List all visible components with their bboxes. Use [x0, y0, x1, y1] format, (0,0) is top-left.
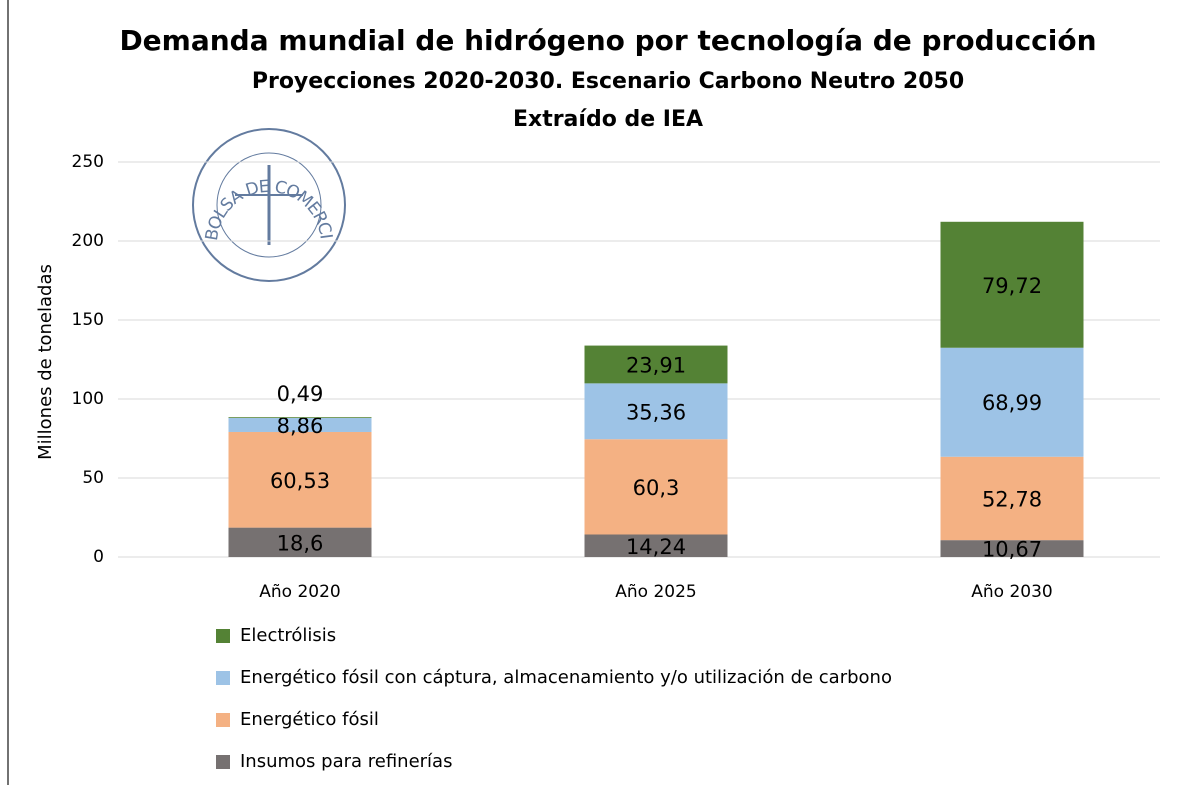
data-label: 35,36 [626, 400, 686, 424]
legend-swatch [216, 713, 230, 727]
bar-segment [228, 417, 372, 432]
legend-label: Energético fósil con cáptura, almacenami… [240, 667, 892, 688]
y-axis-title: Millones de toneladas [35, 264, 56, 460]
seal-inner [216, 152, 322, 258]
bar-segment [228, 527, 372, 557]
bar-segment [584, 383, 728, 440]
legend-label: Insumos para refinerías [240, 751, 452, 772]
chart-title: Demanda mundial de hidrógeno por tecnolo… [119, 24, 1096, 57]
chart-subtitle: Proyecciones 2020-2030. Escenario Carbon… [252, 69, 964, 94]
bar-segment [584, 534, 728, 557]
bar-segment [940, 456, 1084, 541]
bar-segment [584, 345, 728, 384]
data-label: 10,67 [982, 538, 1042, 562]
x-tick-label: Año 2020 [259, 582, 340, 602]
seal-ring [192, 128, 346, 282]
y-tick-label: 100 [72, 389, 104, 409]
data-label: 0,49 [277, 382, 324, 406]
bar-segment [228, 417, 372, 418]
bar-segment [940, 347, 1084, 457]
legend-swatch [216, 755, 230, 769]
data-label: 52,78 [982, 487, 1042, 511]
data-label: 18,6 [277, 531, 324, 555]
bar-segment [228, 431, 372, 528]
bar-segment [940, 221, 1084, 348]
x-tick-label: Año 2030 [971, 582, 1052, 602]
y-tick-label: 250 [72, 152, 104, 172]
bar-segment [940, 540, 1084, 557]
y-tick-label: 200 [72, 231, 104, 251]
legend-label: Energético fósil [240, 709, 379, 730]
chart-source: Extraído de IEA [513, 107, 703, 132]
data-label: 79,72 [982, 274, 1042, 298]
data-label: 14,24 [626, 535, 686, 559]
legend-label: Electrólisis [240, 625, 336, 646]
data-label: 60,3 [633, 476, 680, 500]
x-tick-label: Año 2025 [615, 582, 696, 602]
data-label: 60,53 [270, 469, 330, 493]
bar-segment [584, 439, 728, 535]
data-label: 23,91 [626, 353, 686, 377]
legend-swatch [216, 671, 230, 685]
y-tick-label: 0 [93, 547, 104, 567]
legend-swatch [216, 629, 230, 643]
data-label: 68,99 [982, 391, 1042, 415]
y-tick-label: 150 [72, 310, 104, 330]
y-tick-label: 50 [82, 468, 104, 488]
